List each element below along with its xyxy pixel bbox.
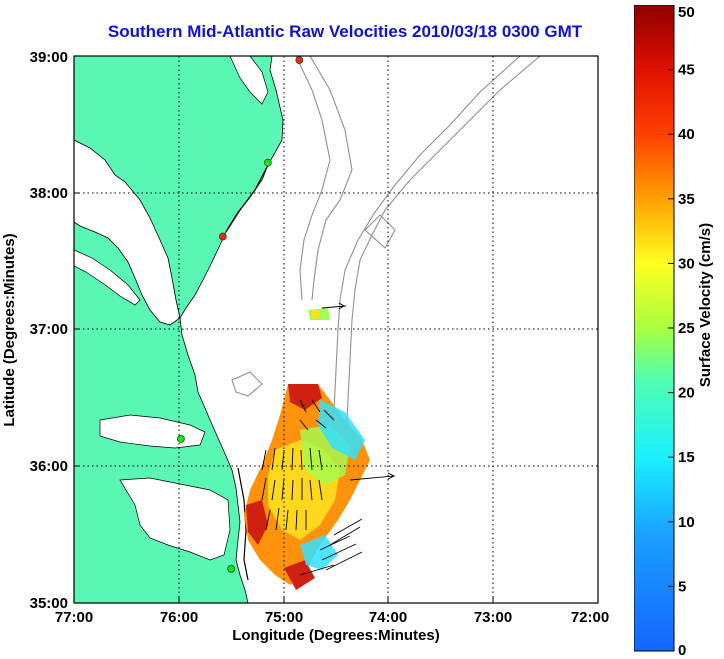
station-marker-4: [227, 564, 236, 573]
colorbar-tick-9: 45: [678, 62, 695, 79]
colorbar-tick-3: 15: [678, 449, 695, 466]
y-tick-2: 37:00: [30, 321, 68, 338]
colorbar-tick-1: 5: [678, 578, 686, 595]
colorbar: 0 5 10 15 20 25 30 35 40 45 50 Surface Velocity (c…: [634, 5, 714, 659]
x-tick-4: 73:00: [474, 609, 512, 626]
colorbar-tick-8: 40: [678, 126, 695, 143]
delaware-bay: [229, 56, 269, 105]
colorbar-label: Surface Velocity (cm/s): [697, 223, 714, 387]
colorbar-tick-6: 30: [678, 255, 695, 272]
colorbar-tick-5: 25: [678, 320, 695, 337]
station-marker-3: [176, 434, 185, 443]
x-axis-label: Longitude (Degrees:Minutes): [232, 627, 440, 644]
x-tick-1: 76:00: [160, 609, 198, 626]
y-tick-4: 39:00: [30, 49, 68, 66]
colorbar-tick-7: 35: [678, 191, 695, 208]
station-markers: [176, 56, 304, 573]
y-tick-3: 38:00: [30, 185, 68, 202]
map-title: Southern Mid-Atlantic Raw Velocities 201…: [107, 22, 583, 41]
x-tick-2: 75:00: [265, 609, 303, 626]
velocity-field: [244, 308, 370, 590]
station-marker-2: [218, 232, 227, 241]
tick-marks: [74, 192, 494, 603]
x-tick-0: 77:00: [55, 609, 93, 626]
pamlico-sound: [119, 477, 231, 561]
barrier-islands: [225, 164, 269, 581]
chesapeake-bay: [74, 139, 181, 326]
grid-lines: [74, 56, 598, 603]
y-axis-label: Latitude (Degrees:Minutes): [1, 233, 18, 426]
colorbar-tick-0: 0: [678, 642, 686, 659]
x-tick-3: 74:00: [369, 609, 407, 626]
y-tick-0: 35:00: [30, 595, 68, 612]
station-marker-1: [263, 158, 272, 167]
x-tick-5: 72:00: [571, 609, 609, 626]
colorbar-gradient: [634, 5, 675, 652]
colorbar-tick-10: 50: [678, 5, 695, 21]
colorbar-tick-4: 20: [678, 385, 695, 402]
map-plot: 77:00 76:00 75:00 74:00 73:00 72:00 35:0…: [1, 49, 609, 644]
y-tick-1: 36:00: [30, 458, 68, 475]
station-marker-0: [295, 56, 304, 65]
colorbar-tick-2: 10: [678, 514, 695, 531]
bay-tributary: [74, 249, 141, 306]
velocity-vectors: [261, 302, 396, 576]
